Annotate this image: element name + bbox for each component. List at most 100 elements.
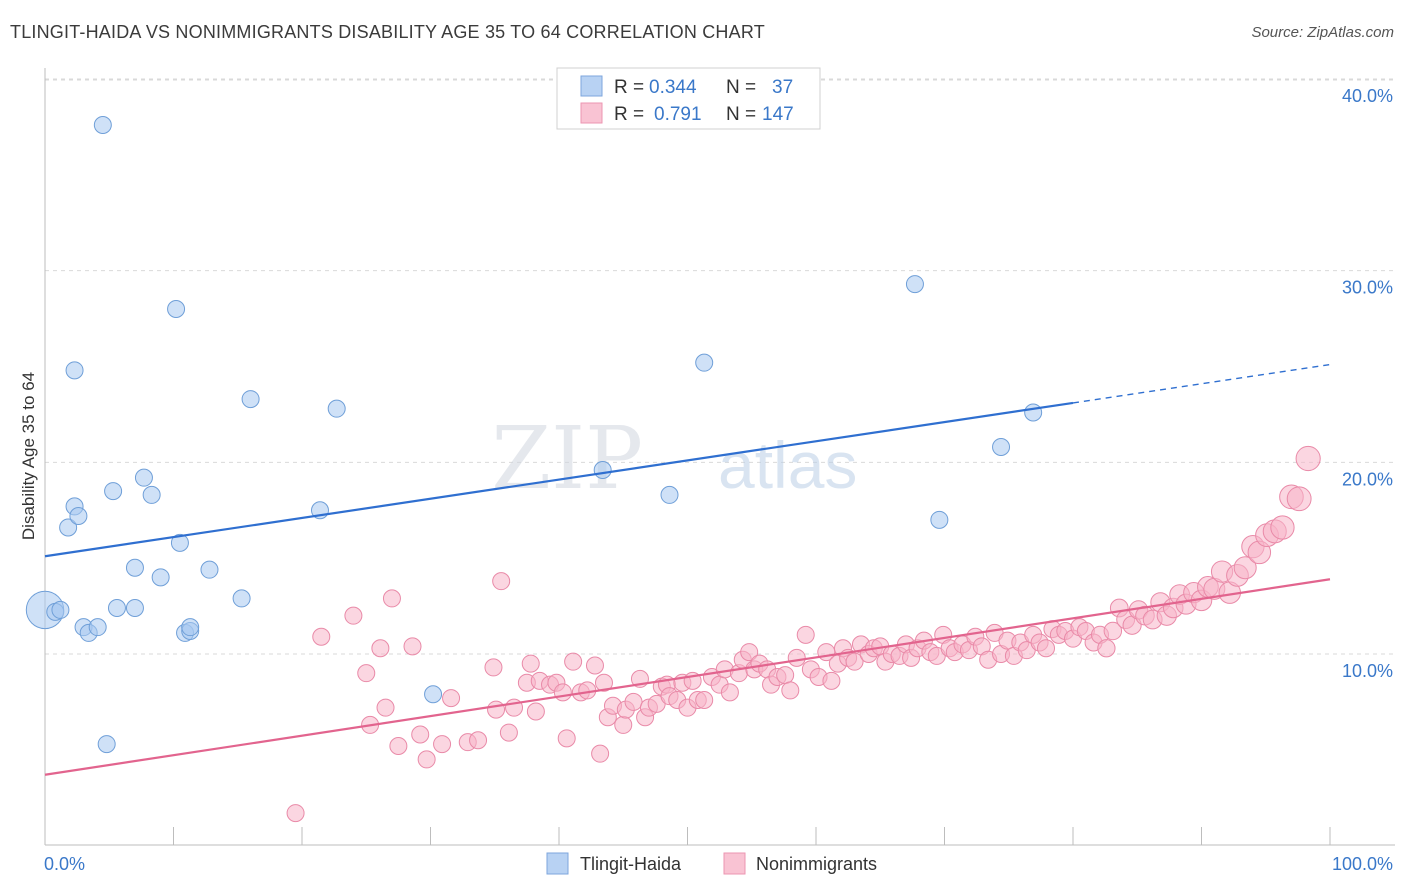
legend-r-label-2: R = (614, 104, 644, 125)
nonimmigrant-point (526, 702, 545, 721)
tlingit-haida-point (181, 618, 200, 637)
tlingit-haida-point (1024, 403, 1043, 422)
tlingit-haida-point (59, 518, 78, 537)
nonimmigrant-point (822, 671, 841, 690)
bottom-legend-label-tlingit-haida: Tlingit-Haida (580, 854, 682, 874)
nonimmigrant-point (521, 654, 540, 673)
tick-labels: 10.0% 20.0% 30.0% 40.0% 0.0% 100.0% (44, 86, 1393, 874)
tlingit-haida-point (93, 116, 112, 134)
tlingit-haida-point (232, 589, 251, 608)
tlingit-haida-point (200, 560, 219, 579)
nonimmigrant-point (1233, 556, 1257, 580)
nonimmigrant-point (1097, 639, 1116, 658)
tlingit-haida-point (327, 399, 346, 418)
y-tick-label: 40.0% (1342, 86, 1393, 106)
legend-n-label-2: N = (726, 104, 756, 125)
nonimmigrant-point (417, 750, 436, 769)
tlingit-haida-point (930, 510, 949, 529)
tlingit-haida-point (593, 461, 612, 479)
y-axis-title: Disability Age 35 to 64 (19, 372, 38, 540)
tlingit-haida-point (992, 438, 1011, 456)
tlingit-haida-point (104, 482, 123, 501)
legend-n-value-1: 37 (772, 77, 793, 98)
nonimmigrant-point (357, 664, 376, 683)
nonimmigrant-point (740, 643, 759, 662)
tlingit-haida-points (25, 116, 1043, 754)
nonimmigrant-point (484, 658, 503, 677)
source-label: Source: ZipAtlas.com (1251, 24, 1394, 41)
watermark-zip: ZIP (491, 409, 643, 509)
nonimmigrant-point (591, 744, 610, 763)
nonimmigrant-point (557, 729, 576, 748)
watermark-atlas: atlas (718, 428, 857, 502)
nonimmigrant-point (564, 652, 583, 671)
nonimmigrant-point (492, 572, 511, 591)
grid (45, 78, 1395, 655)
legend-r-value-1: 0.344 (649, 77, 697, 98)
nonimmigrant-point (1295, 445, 1321, 472)
axes (44, 68, 1395, 846)
nonimmigrant-point (796, 625, 815, 644)
legend-swatch-tlingit-haida (580, 75, 603, 97)
tlingit-haida-point (170, 533, 189, 552)
nonimmigrant-point (624, 692, 643, 711)
nonimmigrant-point (1037, 639, 1056, 658)
legend-r-label-1: R = (614, 77, 644, 98)
tlingit-haida-point (125, 558, 144, 577)
y-tick-label: 10.0% (1342, 661, 1393, 681)
trend-lines (44, 363, 1331, 776)
tlingit-haida-point (660, 485, 679, 504)
nonimmigrant-point (344, 606, 363, 625)
tlingit-haida-trend-extension (1072, 363, 1331, 404)
tlingit-haida-trend-line (44, 401, 1074, 558)
nonimmigrant-point (1286, 486, 1312, 512)
nonimmigrant-point (594, 673, 613, 692)
nonimmigrant-point (376, 698, 395, 717)
legend: R = 0.344 N = 37 R = 0.791 N = 147 (556, 67, 821, 130)
tlingit-haida-point (51, 600, 70, 619)
nonimmigrant-point (312, 627, 331, 646)
y-tick-label: 30.0% (1342, 278, 1393, 298)
tlingit-haida-point (125, 599, 144, 617)
tlingit-haida-point (69, 507, 88, 525)
watermark: ZIP atlas (491, 409, 857, 509)
y-tick-label: 20.0% (1342, 469, 1393, 489)
chart-title: TLINGIT-HAIDA VS NONIMMIGRANTS DISABILIT… (10, 22, 765, 42)
nonimmigrant-point (614, 715, 633, 734)
nonimmigrant-point (487, 700, 506, 719)
tlingit-haida-point (151, 568, 170, 587)
nonimmigrant-point (371, 639, 390, 658)
tlingit-haida-point (167, 300, 186, 318)
tlingit-haida-point (241, 390, 260, 409)
tlingit-haida-point (424, 685, 443, 704)
tlingit-haida-point (142, 485, 161, 504)
bottom-legend: Tlingit-Haida Nonimmigrants (546, 852, 877, 875)
nonimmigrant-point (403, 637, 422, 656)
nonimmigrant-point (585, 656, 604, 675)
legend-swatch-nonimmigrants (580, 102, 603, 124)
nonimmigrant-point (286, 804, 305, 823)
nonimmigrant-point (433, 735, 452, 754)
nonimmigrant-point (1270, 515, 1295, 540)
bottom-legend-label-nonimmigrants: Nonimmigrants (756, 854, 877, 874)
nonimmigrant-point (1103, 621, 1123, 641)
nonimmigrant-point (442, 689, 461, 708)
bottom-legend-swatch-tlingit-haida (546, 852, 569, 875)
x-tick-label: 100.0% (1332, 854, 1393, 874)
nonimmigrant-point (382, 589, 401, 608)
nonimmigrant-point (845, 652, 864, 671)
nonimmigrant-point (720, 683, 739, 702)
tlingit-haida-point (134, 468, 153, 487)
bottom-legend-swatch-nonimmigrants (723, 852, 746, 875)
tlingit-haida-point (107, 599, 126, 617)
nonimmigrant-point (499, 723, 518, 742)
legend-r-value-2: 0.791 (654, 104, 702, 125)
tlingit-haida-point (65, 361, 84, 380)
nonimmigrant-point (787, 648, 806, 667)
tlingit-haida-point (88, 618, 107, 637)
tlingit-haida-point (905, 275, 924, 294)
nonimmigrant-point (695, 691, 714, 709)
nonimmigrants-trend-line (44, 578, 1331, 776)
tlingit-haida-point (97, 735, 116, 754)
